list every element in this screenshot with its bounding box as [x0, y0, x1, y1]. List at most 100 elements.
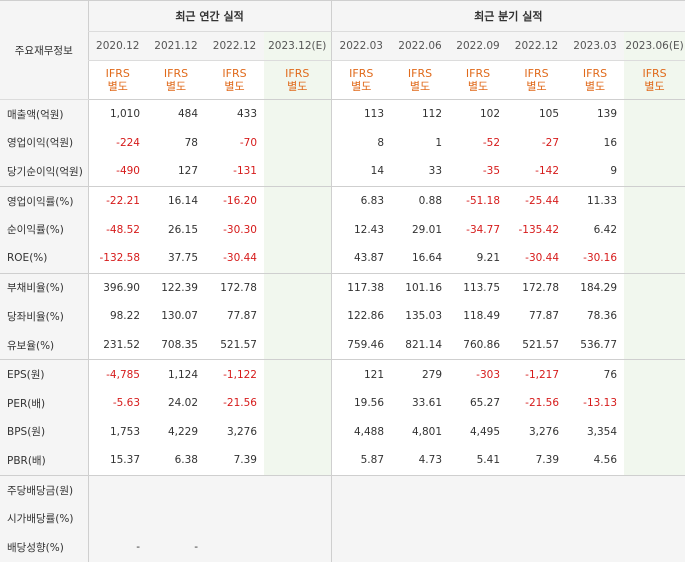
- table-cell: -131: [205, 157, 264, 187]
- accounting-standard-header: IFRS 별도: [624, 60, 685, 100]
- table-row: 배당성향(%) - -: [0, 532, 685, 562]
- table-cell: -16.20: [223, 195, 257, 208]
- separate-label: 별도: [224, 80, 245, 93]
- accounting-standard-header: IFRS 별도: [449, 60, 508, 100]
- table-cell: [330, 475, 392, 505]
- table-cell: 1: [435, 136, 443, 149]
- table-cell: [624, 388, 685, 418]
- table-cell: [624, 417, 685, 447]
- table-cell: 279: [421, 368, 443, 381]
- table-cell: 16.64: [391, 243, 450, 274]
- table-cell: 130.07: [161, 310, 198, 323]
- row-label: 영업이익(억원): [0, 128, 88, 158]
- table-cell: 8: [330, 128, 392, 158]
- ifrs-label: IFRS: [582, 67, 608, 80]
- table-cell: 76: [603, 368, 618, 381]
- separate-label: 별도: [644, 80, 665, 93]
- separate-label: 별도: [467, 80, 489, 93]
- ifrs-label: IFRS: [407, 67, 433, 80]
- table-cell: 231.52: [87, 330, 147, 361]
- table-row: 순이익률(%) -48.52 26.15 -30.30 12.43 29.01 -34.77…: [0, 215, 685, 244]
- table-cell: -1,122: [223, 368, 257, 381]
- ifrs-label: IFRS: [349, 67, 374, 80]
- table-cell: 4,801: [411, 425, 443, 438]
- table-cell: 121: [330, 359, 392, 389]
- table-cell: -: [87, 532, 147, 562]
- period-header: 2023.06(E): [624, 31, 685, 61]
- table-cell: [624, 330, 685, 361]
- table-cell: -490: [87, 157, 147, 187]
- separate-label: 별도: [409, 80, 431, 93]
- period-header: 2022.09: [449, 31, 508, 61]
- period-header: 2021.12: [147, 31, 205, 61]
- table-cell: -48.52: [87, 215, 147, 244]
- table-cell: [507, 475, 567, 505]
- table-cell: [391, 475, 450, 505]
- table-cell: -30.44: [507, 243, 567, 274]
- row-label: 당기순이익(억원): [0, 157, 88, 187]
- table-cell: 7.39: [205, 446, 264, 476]
- table-cell: [264, 475, 332, 505]
- row-label: 부채비율(%): [0, 273, 88, 303]
- table-cell: 172.78: [522, 281, 560, 294]
- table-cell: [624, 215, 685, 244]
- table-cell: 6.83: [330, 186, 392, 216]
- period-header-row: 2020.12 2021.12 2022.12 2023.12(E) 2022.03 20…: [0, 31, 685, 61]
- table-cell: [624, 446, 685, 476]
- table-cell: 5.87: [330, 446, 392, 476]
- separate-label: 별도: [584, 80, 606, 93]
- table-cell: 521.57: [507, 330, 567, 361]
- ifrs-label: IFRS: [465, 67, 491, 80]
- row-label: 주당배당금(원): [0, 475, 88, 505]
- table-cell: [264, 215, 332, 244]
- row-label: 영업이익률(%): [0, 186, 88, 216]
- table-cell: -30.16: [566, 243, 625, 274]
- table-cell: -25.44: [525, 195, 560, 208]
- table-cell: [330, 532, 392, 562]
- table-cell: 172.78: [220, 281, 257, 294]
- table-body: 매출액(억원) 1,010 484 433 113 112 102 105 139 영업이익(억원…: [0, 99, 685, 562]
- table-cell: 77.87: [226, 310, 257, 323]
- table-cell: -303: [476, 368, 501, 381]
- ifrs-label: IFRS: [524, 67, 549, 80]
- table-cell: -4,785: [87, 359, 147, 389]
- table-cell: 15.37: [87, 446, 147, 476]
- table-cell: 4,495: [469, 425, 501, 438]
- table-cell: [264, 243, 332, 274]
- table-cell: -51.18: [466, 195, 501, 208]
- accounting-standard-header: IFRS 별도: [205, 60, 264, 100]
- table-cell: -52: [482, 136, 501, 149]
- table-row: EPS(원) -4,785 1,124 -1,122 121 279 -303 -1,217 7…: [0, 359, 685, 389]
- ifrs-label: IFRS: [222, 67, 247, 80]
- table-cell: 3,276: [528, 425, 560, 438]
- table-cell: [264, 388, 332, 418]
- row-label: 매출액(억원): [0, 99, 88, 129]
- table-cell: [624, 186, 685, 216]
- table-cell: [147, 475, 205, 505]
- table-cell: -132.58: [87, 243, 147, 274]
- accounting-standard-header: IFRS 별도: [147, 60, 205, 100]
- table-cell: 184.29: [580, 281, 618, 294]
- accounting-standard-header: IFRS 별도: [264, 60, 332, 100]
- row-label: 유보율(%): [0, 330, 88, 361]
- table-cell: -21.56: [525, 397, 560, 410]
- table-row: 주당배당금(원): [0, 475, 685, 505]
- table-cell: 521.57: [205, 330, 264, 361]
- table-cell: 9.21: [449, 243, 508, 274]
- table-cell: 708.35: [147, 330, 205, 361]
- table-cell: 16: [603, 136, 618, 149]
- table-row: 유보율(%) 231.52 708.35 521.57 759.46 821.14 760.…: [0, 330, 685, 361]
- table-cell: 113: [330, 99, 392, 129]
- table-cell: -27: [541, 136, 560, 149]
- table-cell: [264, 359, 332, 389]
- table-cell: [624, 302, 685, 331]
- table-cell: [205, 475, 264, 505]
- table-cell: [449, 475, 508, 505]
- table-cell: [330, 504, 392, 533]
- table-cell: -5.63: [87, 388, 147, 418]
- group-annual-header: 최근 연간 실적: [87, 0, 332, 32]
- table-cell: [87, 504, 147, 533]
- table-cell: 98.22: [87, 302, 147, 331]
- table-cell: [566, 504, 625, 533]
- table-cell: [624, 475, 685, 505]
